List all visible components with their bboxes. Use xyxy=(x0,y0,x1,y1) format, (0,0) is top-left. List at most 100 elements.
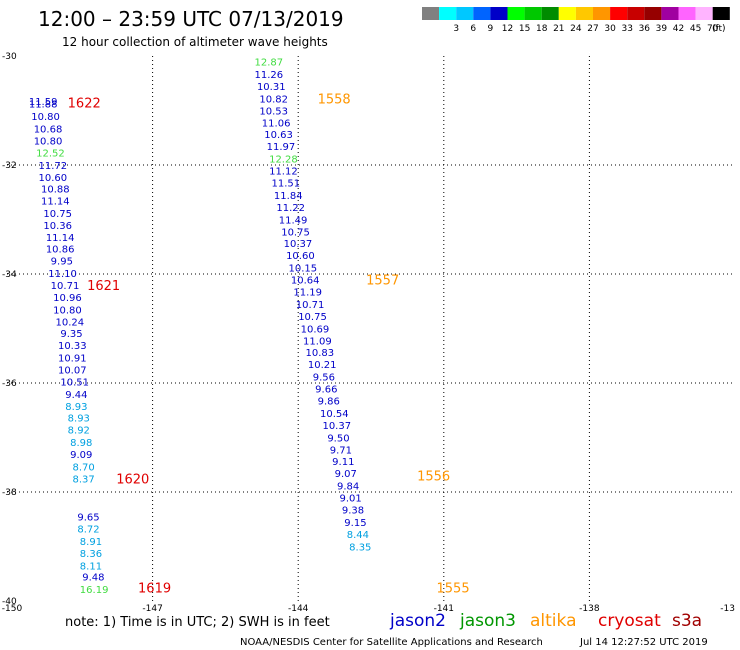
x-tick-label: -147 xyxy=(142,604,162,614)
x-tick-label: -13 xyxy=(720,604,735,614)
wave-height-value: 9.15 xyxy=(344,518,366,529)
wave-height-value: 12.52 xyxy=(36,148,65,159)
wave-height-value: 9.71 xyxy=(330,445,352,456)
wave-height-value: 11.88 xyxy=(29,99,58,110)
colorbar-tick-label: 39 xyxy=(656,24,668,34)
wave-height-value: 8.93 xyxy=(65,402,87,413)
footer-timestamp: Jul 14 12:27:52 UTC 2019 xyxy=(579,637,708,648)
y-tick-label: -34 xyxy=(2,270,17,280)
wave-height-value: 16.19 xyxy=(80,585,109,596)
wave-height-value: 9.84 xyxy=(337,481,359,492)
x-tick-label: -138 xyxy=(579,604,600,614)
wave-height-value: 10.69 xyxy=(301,325,330,336)
colorbar-swatch xyxy=(456,7,474,20)
legend-s3a: s3a xyxy=(672,611,702,631)
wave-height-value: 10.63 xyxy=(264,130,293,141)
wave-height-value: 10.75 xyxy=(298,312,327,323)
wave-height-value: 8.36 xyxy=(80,549,102,560)
wave-height-value: 11.10 xyxy=(48,269,77,280)
legend-jason3: jason3 xyxy=(459,611,516,631)
colorbar-swatch xyxy=(524,7,542,20)
wave-height-value: 11.49 xyxy=(279,216,308,227)
legend-altika: altika xyxy=(530,611,577,631)
wave-height-value: 10.96 xyxy=(53,293,82,304)
wave-height-value: 10.75 xyxy=(281,227,310,238)
wave-height-value: 9.11 xyxy=(332,457,354,468)
satellite-legend: jason2 jason3 altika cryosat s3a xyxy=(389,611,702,631)
wave-height-value: 9.66 xyxy=(315,384,337,395)
colorbar-swatch xyxy=(490,7,508,20)
pass-time-label: 1619 xyxy=(138,581,171,596)
colorbar-swatch xyxy=(422,7,440,20)
wave-height-value: 12.87 xyxy=(255,57,284,68)
chart-subtitle: 12 hour collection of altimeter wave hei… xyxy=(62,35,328,49)
pass-time-labels: 1622 1621 1620 1619 1558 1557 1556 1555 xyxy=(68,93,470,597)
wave-height-value: 11.84 xyxy=(274,191,303,202)
colorbar-swatch xyxy=(712,7,730,20)
wave-height-value: 11.14 xyxy=(41,196,70,207)
wave-height-value: 8.70 xyxy=(73,462,95,473)
wave-height-value: 8.93 xyxy=(68,413,90,424)
colorbar-swatch xyxy=(644,7,662,20)
wave-height-value: 8.92 xyxy=(68,425,90,436)
y-tick-label: -38 xyxy=(2,488,17,498)
colorbar-swatch xyxy=(661,7,679,20)
pass-time-label: 1621 xyxy=(87,279,120,294)
wave-height-value: 9.44 xyxy=(65,390,87,401)
colorbar-tick-label: 3 xyxy=(453,24,459,34)
wave-height-value: 8.37 xyxy=(73,474,95,485)
wave-height-value: 11.26 xyxy=(255,70,284,81)
wave-height-value: 10.15 xyxy=(288,263,317,274)
colorbar-unit: (ft) xyxy=(712,24,726,34)
wave-height-value: 10.83 xyxy=(305,348,334,359)
colorbar-tick-label: 36 xyxy=(639,24,651,34)
colorbar-tick-label: 33 xyxy=(621,24,632,34)
colorbar-tick-label: 27 xyxy=(587,24,598,34)
wave-height-value: 10.64 xyxy=(291,275,320,286)
colorbar-swatch xyxy=(627,7,645,20)
wave-height-value: 10.80 xyxy=(34,136,63,147)
wave-height-value: 9.95 xyxy=(51,256,73,267)
wave-height-value: 8.44 xyxy=(347,530,369,541)
wave-height-value: 10.31 xyxy=(257,82,286,93)
wave-height-value: 9.09 xyxy=(70,450,92,461)
colorbar-legend: 3 6 9 12 15 18 21 24 27 30 33 36 39 42 45 70 xyxy=(422,7,730,34)
pass-time-label: 1556 xyxy=(417,470,450,485)
wave-height-value: 10.80 xyxy=(53,305,82,316)
wave-height-value: 10.37 xyxy=(284,239,313,250)
wave-height-value: 10.21 xyxy=(308,360,337,371)
wave-height-value: 9.35 xyxy=(60,329,82,340)
wave-height-value: 8.91 xyxy=(80,537,102,548)
legend-cryosat: cryosat xyxy=(598,611,661,631)
wave-height-value: 10.88 xyxy=(41,184,70,195)
wave-height-value: 9.65 xyxy=(77,513,99,524)
wave-height-value: 10.82 xyxy=(259,95,288,106)
wave-height-value: 11.14 xyxy=(46,233,75,244)
y-tick-label: -36 xyxy=(2,379,17,389)
legend-jason2: jason2 xyxy=(389,611,446,631)
wave-height-value: 9.01 xyxy=(339,493,361,504)
wave-height-value: 10.33 xyxy=(58,341,87,352)
wave-height-value: 10.53 xyxy=(259,107,288,118)
wave-height-value: 12.28 xyxy=(269,154,298,165)
colorbar-swatch xyxy=(593,7,611,20)
wave-height-value: 8.35 xyxy=(349,543,371,554)
pass-time-label: 1622 xyxy=(68,96,101,111)
colorbar-swatch xyxy=(558,7,576,20)
colorbar-swatch xyxy=(507,7,525,20)
axis-ticks: -30 -32 -34 -36 -38 -40-150 -147 -144 -141 -138 -1… xyxy=(2,52,735,614)
wave-height-value: 8.72 xyxy=(77,525,99,536)
wave-height-value: 10.51 xyxy=(60,377,89,388)
x-tick-label: -150 xyxy=(2,604,23,614)
wave-height-value: 10.07 xyxy=(58,365,87,376)
colorbar-tick-label: 12 xyxy=(502,24,513,34)
wave-height-value: 10.60 xyxy=(39,173,68,184)
y-tick-label: -40 xyxy=(2,597,17,607)
wave-height-value: 11.97 xyxy=(267,142,296,153)
wave-height-value: 10.60 xyxy=(286,251,315,262)
colorbar-tick-label: 42 xyxy=(673,24,684,34)
colorbar-tick-label: 24 xyxy=(570,24,582,34)
wave-height-value: 11.09 xyxy=(303,336,332,347)
footer-note: note: 1) Time is in UTC; 2) SWH is in fe… xyxy=(65,615,330,630)
